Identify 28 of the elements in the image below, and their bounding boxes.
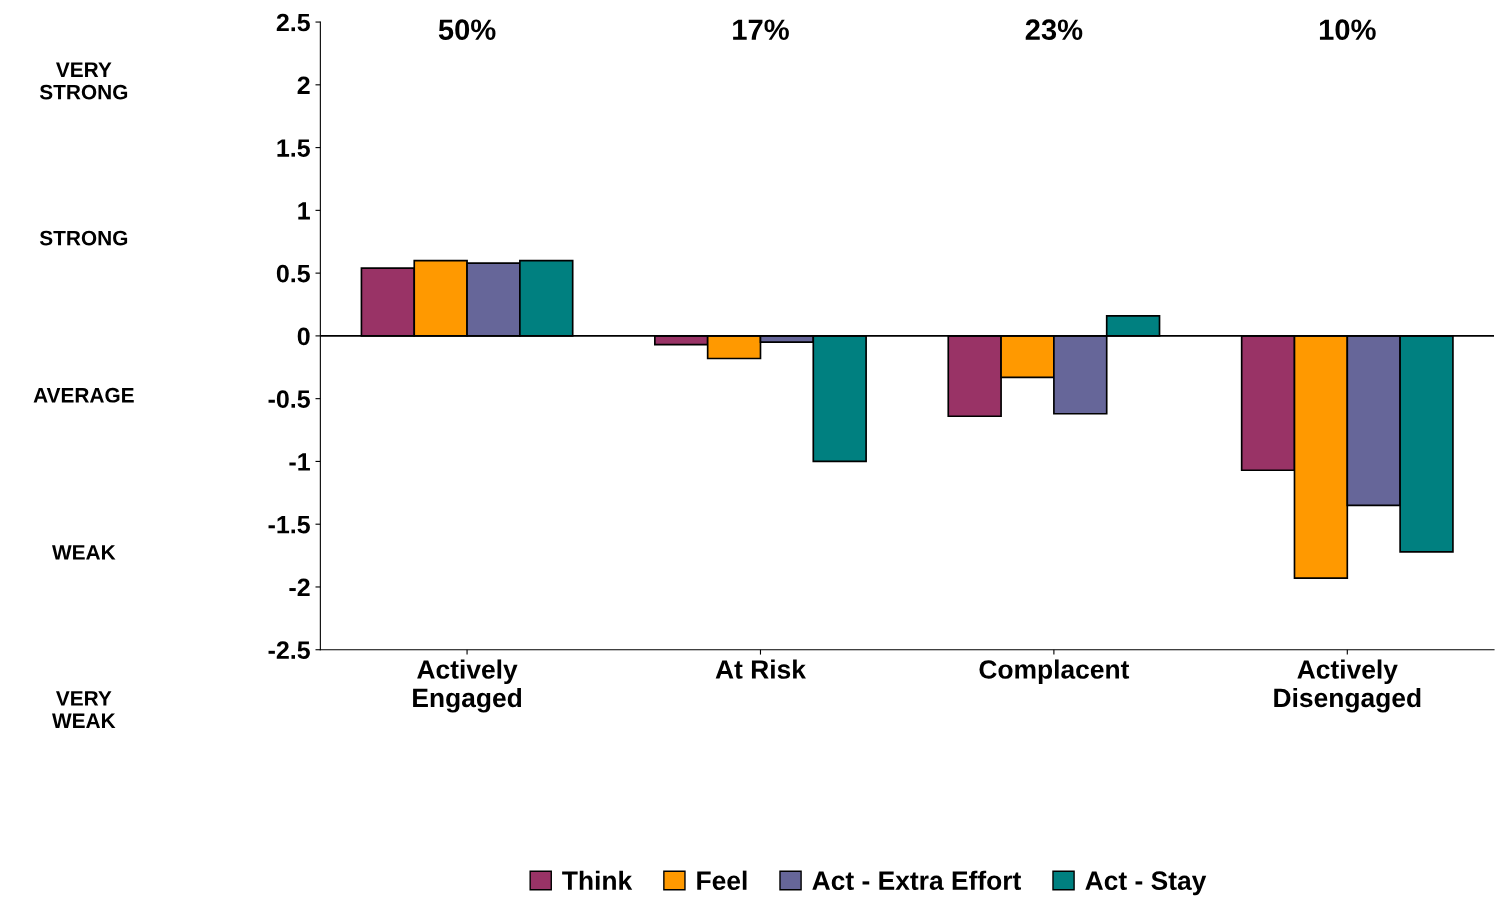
x-tick-label: At Risk [715,659,806,679]
annotation: 17% [733,19,789,40]
x-tick-label: Complacent [979,659,1130,685]
y-tick-label: -1 [289,453,310,471]
text: AVERAGE [33,387,134,403]
y-tick-label: -0.5 [268,390,310,408]
text: VERY WEAK [52,691,116,728]
text: WEAK [52,545,116,560]
y-tick-label: -2.5 [268,641,310,660]
x-tick-label: Actively Engaged [413,659,522,713]
y-tick-label: -1.5 [268,516,310,534]
annotation: 50% [438,19,496,40]
y-tick-label: 0 [297,327,310,346]
y-tick-label: 2 [297,76,310,94]
annotation: 23% [1025,19,1083,41]
legend-label: Think [562,870,633,890]
legend-label: Feel [697,870,747,891]
annotation: 10% [1319,19,1376,40]
legend-label: Act - Stay [1085,871,1207,896]
y-tick-label: 2.5 [276,13,310,32]
legend-label: Act - Extra Effort [812,870,1021,891]
y-tick-label: 0.5 [276,264,310,283]
y-tick-label: 1 [298,202,310,220]
y-tick-label: 1.5 [277,139,310,157]
text: STRONG [39,230,128,246]
x-tick-label: Actively Disengaged [1274,659,1421,713]
text: VERY STRONG [39,62,128,100]
y-tick-label: -2 [289,578,310,597]
